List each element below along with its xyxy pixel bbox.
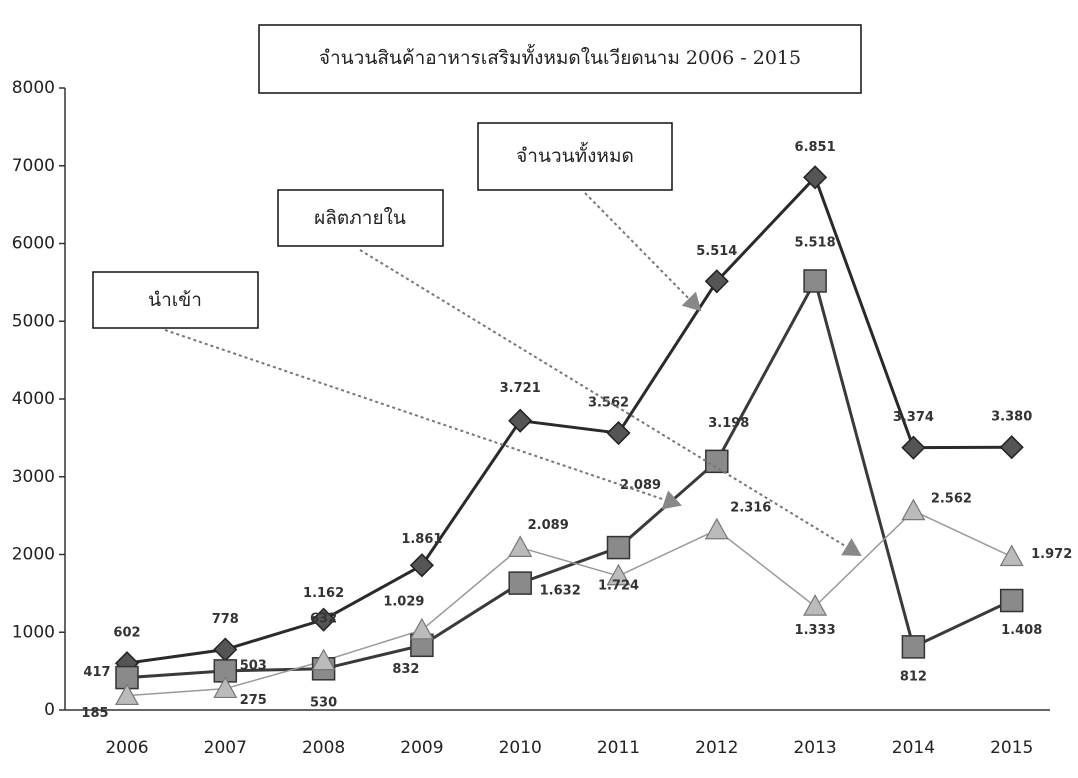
marker-triangle xyxy=(803,594,828,616)
marker-square xyxy=(606,535,631,560)
marker-triangle xyxy=(999,544,1024,567)
x-tick-label: 2012 xyxy=(695,738,738,758)
value-label: 812 xyxy=(900,669,927,684)
marker-triangle xyxy=(606,563,631,586)
marker-square xyxy=(508,571,532,595)
marker-square xyxy=(705,449,729,474)
x-tick-label: 2009 xyxy=(400,738,443,758)
callout-box xyxy=(477,122,673,191)
value-label: 832 xyxy=(392,662,419,677)
y-tick-label: 5000 xyxy=(12,311,55,331)
value-label: 5.518 xyxy=(795,235,836,250)
marker-triangle xyxy=(114,683,140,706)
value-label: 3.562 xyxy=(588,396,629,411)
marker-diamond xyxy=(311,607,336,632)
x-tick-label: 2008 xyxy=(302,738,345,758)
value-label: 185 xyxy=(81,706,108,721)
x-tick-label: 2015 xyxy=(990,738,1033,758)
series-line xyxy=(126,509,1013,697)
chart-title: จำนวนสินค้าอาหารเสริมทั้งหมดในเวียดนาม 2… xyxy=(319,44,801,69)
value-label: 1.333 xyxy=(795,623,836,638)
y-tick-label: 0 xyxy=(44,700,55,720)
value-label: 1.162 xyxy=(303,586,344,601)
series-line xyxy=(126,276,1013,680)
value-label: 3.374 xyxy=(893,410,934,425)
value-label: 1.029 xyxy=(383,594,424,609)
y-tick-label: 2000 xyxy=(12,545,55,565)
callout-arrow xyxy=(359,249,862,557)
marker-square xyxy=(901,635,926,659)
series-line xyxy=(126,174,1012,665)
value-label: 2.089 xyxy=(620,478,661,493)
marker-diamond xyxy=(901,435,926,460)
marker-diamond xyxy=(999,435,1024,460)
x-tick-label: 2014 xyxy=(892,738,935,758)
title-box xyxy=(258,24,862,94)
value-label: 3.721 xyxy=(500,381,541,396)
callout-text: จำนวนทั้งหมด xyxy=(516,142,634,167)
x-tick-label: 2013 xyxy=(793,738,836,758)
value-label: 275 xyxy=(240,693,267,708)
value-label: 5.514 xyxy=(696,244,737,259)
value-label: 602 xyxy=(113,626,140,641)
marker-diamond xyxy=(508,408,533,433)
marker-square xyxy=(803,269,827,293)
marker-square xyxy=(999,588,1024,613)
marker-diamond xyxy=(704,269,729,294)
value-label: 3.198 xyxy=(708,416,749,431)
x-tick-label: 2011 xyxy=(597,738,640,758)
y-tick-label: 8000 xyxy=(12,78,55,98)
marker-diamond xyxy=(409,553,434,578)
callout-box xyxy=(277,189,444,247)
marker-triangle xyxy=(213,676,238,699)
marker-triangle xyxy=(311,648,336,671)
value-label: 503 xyxy=(240,658,267,673)
callout-box xyxy=(92,271,259,329)
y-tick-label: 4000 xyxy=(12,389,55,409)
marker-triangle xyxy=(508,535,533,557)
value-label: 1.408 xyxy=(1001,623,1042,638)
value-label: 530 xyxy=(310,695,337,710)
value-label: 632 xyxy=(310,611,337,626)
value-label: 1.972 xyxy=(1031,547,1072,562)
callout-text: ผลิตภายใน xyxy=(314,207,406,229)
x-tick-label: 2010 xyxy=(499,738,542,758)
x-tick-label: 2007 xyxy=(204,738,247,758)
marker-diamond xyxy=(213,637,238,662)
y-tick-label: 1000 xyxy=(12,622,55,642)
value-label: 2.562 xyxy=(931,491,972,506)
value-label: 778 xyxy=(212,612,239,627)
marker-diamond xyxy=(803,165,828,190)
y-tick-label: 7000 xyxy=(12,156,55,176)
marker-diamond xyxy=(606,420,631,446)
callout-arrow xyxy=(584,192,702,312)
value-label: 417 xyxy=(83,665,110,680)
value-label: 2.316 xyxy=(730,500,771,515)
value-label: 2.089 xyxy=(528,518,569,533)
marker-triangle xyxy=(704,517,729,540)
marker-triangle xyxy=(409,617,434,640)
value-label: 1.861 xyxy=(401,532,442,547)
y-tick-label: 6000 xyxy=(12,234,55,254)
value-label: 1.632 xyxy=(540,584,581,599)
x-tick-label: 2006 xyxy=(105,738,148,758)
value-label: 3.380 xyxy=(991,410,1032,425)
callout-arrow xyxy=(164,329,682,510)
callout-text: นำเข้า xyxy=(148,289,202,311)
value-label: 6.851 xyxy=(795,140,836,155)
marker-triangle xyxy=(901,498,926,521)
y-tick-label: 3000 xyxy=(12,467,55,487)
value-label: 1.724 xyxy=(598,578,639,593)
